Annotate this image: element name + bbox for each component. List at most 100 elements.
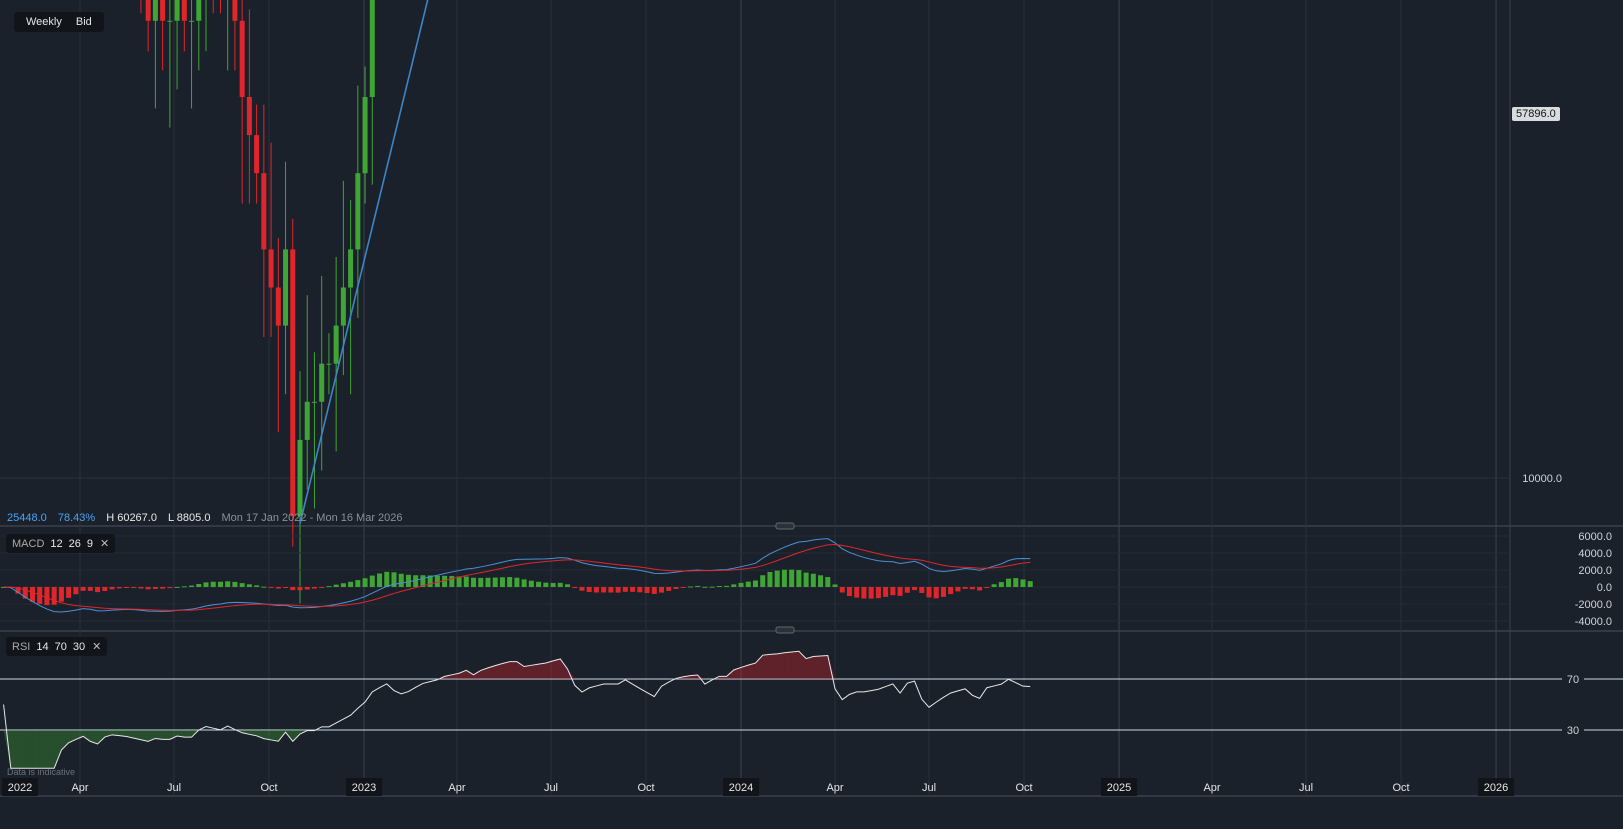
info-range: Mon 17 Jan 2022 - Mon 16 Mar 2026 xyxy=(221,512,403,524)
rsi-oversold-fill xyxy=(83,730,91,742)
macd-histogram-bar xyxy=(514,577,520,587)
macd-histogram-bar xyxy=(427,575,433,587)
rsi-oversold-fill xyxy=(271,730,279,742)
rsi-oversold-fill xyxy=(3,730,11,769)
macd-histogram-bar xyxy=(615,587,621,593)
macd-histogram-bar xyxy=(319,587,325,588)
macd-histogram-bar xyxy=(528,580,534,587)
macd-histogram-bar xyxy=(550,582,556,587)
macd-histogram-bar xyxy=(543,582,549,587)
macd-slow: 26 xyxy=(68,538,81,550)
rsi-oversold-fill xyxy=(140,730,149,742)
year-label-bg xyxy=(2,778,38,796)
rsi-oversold-fill xyxy=(68,730,76,743)
info-last: 25448.0 xyxy=(7,512,47,524)
macd-histogram-bar xyxy=(622,587,628,592)
macd-histogram-bar xyxy=(630,587,636,592)
x-tick-label: 2025 xyxy=(1107,782,1131,794)
macd-histogram-bar xyxy=(948,587,954,595)
macd-histogram-bar xyxy=(767,571,773,587)
macd-tick-label: -4000.0 xyxy=(1575,616,1612,628)
rsi-overbought-fill xyxy=(567,668,575,679)
x-tick-label: Jul xyxy=(1299,782,1313,794)
macd-histogram-bar xyxy=(724,585,730,587)
rsi-oversold-fill xyxy=(39,730,47,769)
macd-histogram-bar xyxy=(695,585,701,587)
rsi-overbought-fill xyxy=(741,665,749,679)
interval-button[interactable]: Weekly xyxy=(26,16,62,28)
rsi-oversold-fill xyxy=(126,730,134,739)
x-tick-label: 2022 xyxy=(8,782,32,794)
candle-body xyxy=(311,401,317,403)
close-icon[interactable]: ✕ xyxy=(100,538,110,550)
macd-histogram-bar xyxy=(413,575,419,587)
rsi-overbought-fill xyxy=(813,655,821,679)
rsi-lower: 30 xyxy=(72,641,86,653)
macd-histogram-bar xyxy=(781,569,787,587)
macd-histogram-bar xyxy=(369,575,375,587)
macd-histogram-bar xyxy=(586,587,592,592)
info-change: 78.43% xyxy=(57,512,96,524)
candle-body xyxy=(174,0,180,21)
rsi-overbought-fill xyxy=(820,655,828,679)
macd-histogram-bar xyxy=(246,584,252,587)
macd-histogram-bar xyxy=(275,587,281,589)
rsi-oversold-fill xyxy=(162,730,170,740)
macd-histogram-bar xyxy=(507,577,513,587)
macd-histogram-bar xyxy=(499,577,505,587)
candle-body xyxy=(160,0,166,21)
candle-body xyxy=(355,173,361,250)
macd-histogram-bar xyxy=(810,573,816,587)
macd-histogram-bar xyxy=(760,575,766,587)
macd-histogram-bar xyxy=(651,587,657,594)
macd-histogram-bar xyxy=(189,585,195,587)
rsi-overbought-fill xyxy=(827,655,836,679)
rsi-tick-bg xyxy=(1562,672,1584,686)
macd-histogram-bar xyxy=(846,587,852,597)
rsi-oversold-fill xyxy=(242,730,250,735)
macd-histogram-bar xyxy=(333,584,339,587)
macd-histogram-bar xyxy=(536,581,542,587)
macd-histogram-bar xyxy=(666,587,672,591)
macd-histogram-bar xyxy=(37,587,43,604)
macd-histogram-bar xyxy=(131,587,137,588)
candle-body xyxy=(275,287,281,326)
macd-signal: 9 xyxy=(86,538,94,550)
macd-histogram-bar xyxy=(311,587,317,589)
macd-histogram-bar xyxy=(116,587,122,589)
macd-histogram-bar xyxy=(1006,578,1012,587)
macd-histogram-bar xyxy=(87,587,93,591)
macd-histogram-bar xyxy=(420,575,426,587)
price-type-button[interactable]: Bid xyxy=(75,16,92,28)
macd-fast: 12 xyxy=(50,538,63,550)
macd-histogram-bar xyxy=(926,587,932,598)
macd-histogram-bar xyxy=(463,576,469,587)
rsi-oversold-fill xyxy=(184,730,192,738)
macd-tick-label: 2000.0 xyxy=(1578,565,1612,577)
panel-resize-handle xyxy=(775,522,795,530)
rsi-oversold-fill xyxy=(18,730,26,769)
x-tick-label: Oct xyxy=(637,782,654,794)
macd-histogram-bar xyxy=(232,581,238,587)
close-icon[interactable]: ✕ xyxy=(92,641,102,653)
macd-tick-label: 6000.0 xyxy=(1578,531,1612,543)
macd-histogram-bar xyxy=(326,586,332,588)
macd-histogram-bar xyxy=(912,587,918,591)
macd-histogram-bar xyxy=(80,587,86,591)
macd-histogram-bar xyxy=(73,587,79,595)
macd-histogram-bar xyxy=(268,587,274,588)
rsi-overbought-fill xyxy=(784,651,792,679)
macd-histogram-bar xyxy=(348,581,354,587)
x-tick-label: Apr xyxy=(71,782,88,794)
macd-histogram-bar xyxy=(890,587,896,596)
macd-histogram-bar xyxy=(644,587,650,594)
rsi-tick-bg xyxy=(1562,723,1584,737)
candle-body xyxy=(196,0,202,21)
macd-histogram-bar xyxy=(471,577,477,587)
rsi-oversold-fill xyxy=(169,730,178,740)
macd-histogram-bar xyxy=(398,573,404,587)
macd-histogram-bar xyxy=(579,587,585,591)
rsi-oversold-fill xyxy=(32,730,40,769)
macd-histogram-bar xyxy=(304,587,310,590)
